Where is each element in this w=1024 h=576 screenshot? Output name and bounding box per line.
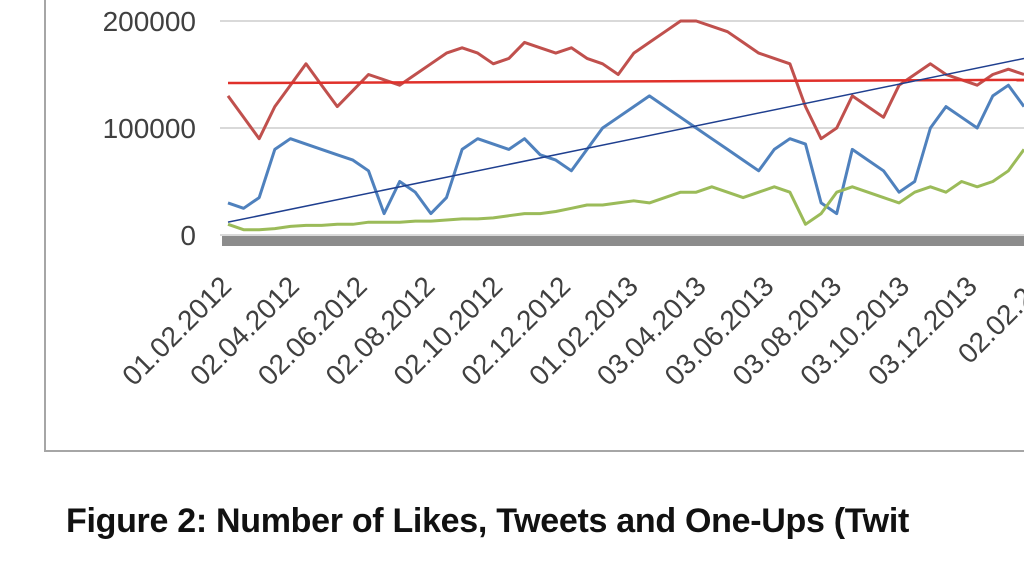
y-axis-ticks: 0 100000 200000 — [103, 6, 196, 251]
figure-caption: Figure 2: Number of Likes, Tweets and On… — [66, 502, 909, 540]
y-tick-label: 0 — [180, 220, 196, 251]
reference-lines — [227, 57, 1024, 223]
x-axis-band — [222, 236, 1024, 246]
series-line-blue — [227, 83, 1024, 216]
gridlines — [220, 20, 1024, 236]
series-line-green — [227, 148, 1024, 232]
trend-line — [227, 57, 1024, 223]
y-tick-label: 200000 — [103, 6, 196, 37]
chart-border — [44, 0, 1024, 452]
y-tick-label: 100000 — [103, 113, 196, 144]
average-line — [227, 78, 1024, 85]
